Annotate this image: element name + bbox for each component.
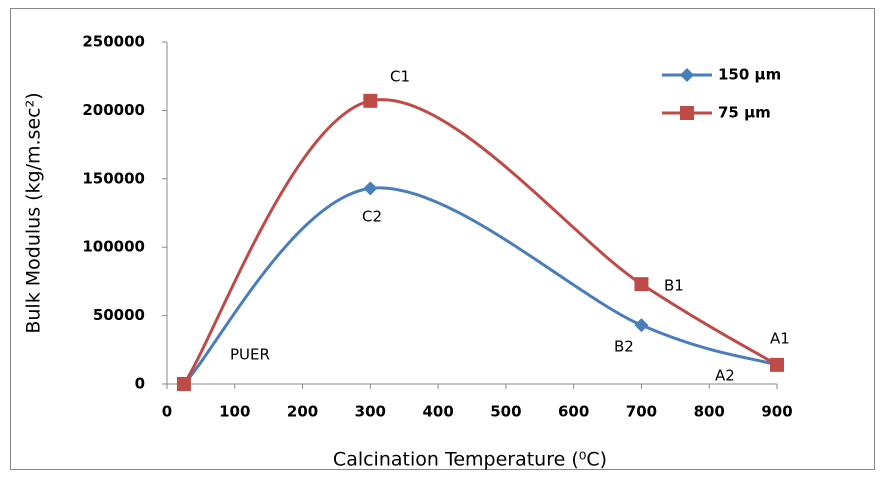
annotation: B1 bbox=[664, 277, 684, 295]
annotation: B2 bbox=[614, 338, 634, 356]
chart-frame bbox=[10, 8, 875, 470]
y-tick-label: 150000 bbox=[82, 169, 145, 187]
x-tick-label: 500 bbox=[490, 403, 521, 421]
series-line bbox=[182, 186, 778, 386]
y-tick-label: 50000 bbox=[93, 306, 145, 324]
annotation: A1 bbox=[770, 330, 790, 348]
annotation: C2 bbox=[362, 208, 382, 226]
legend-label: 75 µm bbox=[718, 104, 771, 122]
point bbox=[363, 93, 378, 108]
annotation: C1 bbox=[390, 68, 410, 86]
point bbox=[634, 318, 649, 333]
legend-marker bbox=[680, 68, 694, 82]
legend-label: 150 µm bbox=[718, 66, 781, 84]
x-tick-label: 300 bbox=[355, 403, 386, 421]
x-tick-label: 900 bbox=[761, 403, 792, 421]
x-tick-label: 700 bbox=[626, 403, 657, 421]
x-tick-label: 600 bbox=[558, 403, 589, 421]
x-tick-label: 200 bbox=[287, 403, 318, 421]
annotation: PUER bbox=[230, 346, 270, 364]
y-tick-label: 0 bbox=[135, 375, 145, 393]
point bbox=[770, 357, 784, 372]
y-tick-label: 200000 bbox=[82, 101, 145, 119]
x-tick-label: 0 bbox=[162, 403, 172, 421]
x-axis-title: Calcination Temperature (⁰C) bbox=[333, 449, 607, 471]
point bbox=[176, 377, 191, 391]
legend-marker bbox=[680, 106, 694, 120]
x-tick-label: 400 bbox=[422, 403, 453, 421]
series-line bbox=[182, 98, 778, 385]
point bbox=[363, 181, 378, 196]
point bbox=[634, 277, 649, 292]
x-tick-label: 100 bbox=[219, 403, 250, 421]
y-tick-label: 100000 bbox=[82, 238, 145, 256]
y-axis-title: Bulk Modulus (kg/m.sec²) bbox=[23, 92, 45, 333]
y-tick-label: 250000 bbox=[82, 33, 145, 51]
annotation: A2 bbox=[715, 367, 735, 385]
x-tick-label: 800 bbox=[694, 403, 725, 421]
